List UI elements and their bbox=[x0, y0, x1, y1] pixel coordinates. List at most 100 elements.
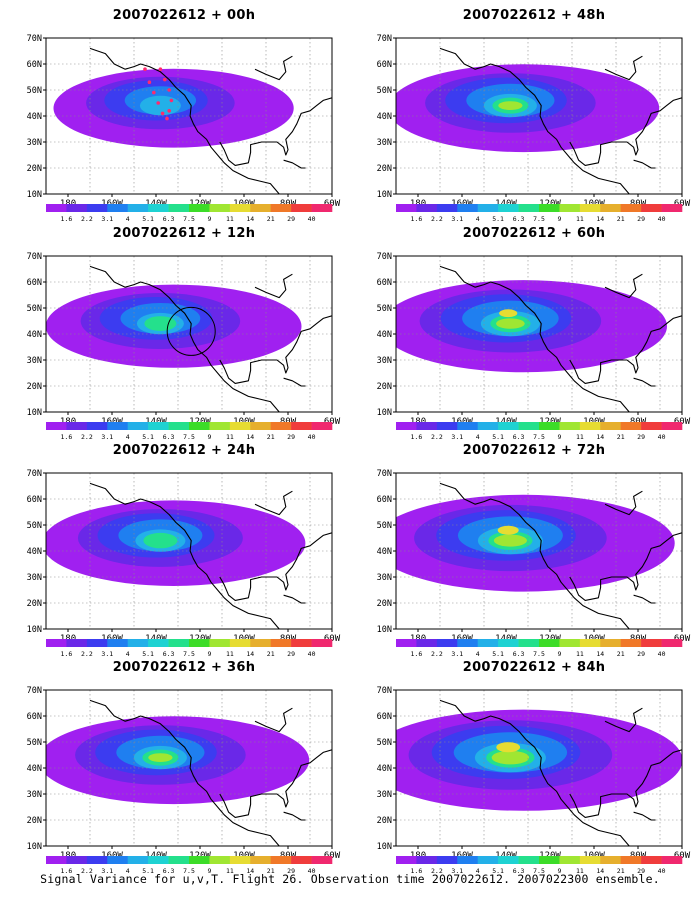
colorbar-swatch bbox=[436, 856, 458, 864]
latitude-label: 70N bbox=[377, 686, 392, 696]
colorbar-swatch bbox=[291, 856, 312, 864]
coastline bbox=[439, 265, 630, 412]
colorbar-label: 2.2 bbox=[431, 215, 443, 223]
colorbar-swatch bbox=[107, 204, 129, 212]
map-panel: 2007022612 + 72h10N20N30N40N50N60N70N180… bbox=[364, 443, 700, 658]
colorbar-swatch bbox=[46, 422, 67, 430]
colorbar-label: 5.1 bbox=[492, 650, 504, 658]
coastline bbox=[219, 97, 332, 166]
colorbar-swatch bbox=[457, 856, 479, 864]
colorbar-label: 1.6 bbox=[61, 650, 73, 658]
colorbar-swatch bbox=[229, 856, 251, 864]
colorbar-label: 2.2 bbox=[81, 215, 93, 223]
latitude-label: 70N bbox=[27, 686, 42, 696]
colorbar-swatch bbox=[66, 422, 88, 430]
colorbar-swatch bbox=[600, 204, 622, 212]
colorbar-label: 21 bbox=[617, 650, 625, 658]
panel-title: 2007022612 + 60h bbox=[462, 226, 606, 241]
colorbar-swatch bbox=[436, 639, 458, 647]
colorbar-label: 6.3 bbox=[163, 650, 175, 658]
colorbar-swatch bbox=[498, 422, 519, 430]
latitude-label: 40N bbox=[377, 764, 392, 774]
latitude-label: 10N bbox=[377, 842, 392, 852]
colorbar-swatch bbox=[168, 856, 190, 864]
colorbar-label: 2.2 bbox=[81, 650, 93, 658]
variance-map: 10N20N30N40N50N60N70N180160W140W120W100W… bbox=[377, 686, 691, 861]
colorbar-swatch bbox=[600, 639, 622, 647]
colorbar-label: 21 bbox=[267, 867, 275, 875]
colorbar-label: 4 bbox=[126, 433, 130, 441]
colorbar-swatch bbox=[579, 422, 601, 430]
colorbar-label: 7.5 bbox=[533, 215, 545, 223]
colorbar-label: 1.6 bbox=[61, 215, 73, 223]
colorbar-label: 1.6 bbox=[61, 433, 73, 441]
colorbar-swatch bbox=[270, 639, 292, 647]
colorbar: 1.6 2.2 3.1 4 5.1 6.3 7.5 9 11 14 21 29 40 bbox=[396, 422, 683, 441]
colorbar-label: 14 bbox=[246, 215, 254, 223]
coastline bbox=[219, 532, 332, 601]
coastline bbox=[254, 707, 293, 733]
variance-contour bbox=[148, 753, 173, 762]
colorbar-swatch bbox=[396, 856, 417, 864]
colorbar-label: 3.1 bbox=[101, 433, 113, 441]
colorbar-swatch bbox=[270, 856, 292, 864]
latitude-label: 20N bbox=[27, 599, 42, 609]
colorbar: 1.6 2.2 3.1 4 5.1 6.3 7.5 9 11 14 21 29 40 bbox=[46, 204, 333, 223]
colorbar-label: 7.5 bbox=[533, 867, 545, 875]
colorbar-label: 3.1 bbox=[101, 215, 113, 223]
colorbar-label: 14 bbox=[596, 215, 604, 223]
variance-map: 10N20N30N40N50N60N70N180160W140W120W100W… bbox=[27, 252, 341, 427]
colorbar-swatch bbox=[620, 422, 642, 430]
colorbar-label: 11 bbox=[576, 433, 584, 441]
panel-title: 2007022612 + 24h bbox=[112, 443, 256, 458]
latitude-label: 60N bbox=[27, 712, 42, 722]
colorbar-swatch bbox=[291, 639, 312, 647]
colorbar-label: 7.5 bbox=[183, 215, 195, 223]
variance-contour bbox=[499, 309, 518, 318]
colorbar-swatch bbox=[189, 639, 210, 647]
colorbar-label: 3.1 bbox=[451, 650, 463, 658]
latitude-label: 50N bbox=[27, 521, 42, 531]
latitude-label: 20N bbox=[377, 164, 392, 174]
map-panel: 2007022612 + 00h10N20N30N40N50N60N70N180… bbox=[14, 8, 354, 223]
colorbar-label: 6.3 bbox=[513, 867, 525, 875]
colorbar-swatch bbox=[148, 204, 169, 212]
colorbar-swatch bbox=[539, 422, 560, 430]
coastline bbox=[604, 707, 643, 733]
latitude-label: 10N bbox=[27, 625, 42, 635]
variance-contour bbox=[496, 742, 521, 753]
colorbar-label: 4 bbox=[126, 215, 130, 223]
coastline bbox=[283, 811, 306, 821]
colorbar-label: 2.2 bbox=[431, 650, 443, 658]
colorbar-label: 11 bbox=[226, 650, 234, 658]
colorbar: 1.6 2.2 3.1 4 5.1 6.3 7.5 9 11 14 21 29 40 bbox=[396, 856, 683, 875]
coastline bbox=[439, 482, 630, 629]
colorbar-label: 9 bbox=[557, 433, 561, 441]
colorbar-swatch bbox=[457, 204, 479, 212]
colorbar-swatch bbox=[46, 639, 67, 647]
colorbar-label: 7.5 bbox=[533, 650, 545, 658]
colorbar-label: 29 bbox=[637, 433, 645, 441]
coastline bbox=[633, 594, 656, 604]
latitude-label: 50N bbox=[377, 521, 392, 531]
panel-title: 2007022612 + 12h bbox=[112, 226, 256, 241]
colorbar: 1.6 2.2 3.1 4 5.1 6.3 7.5 9 11 14 21 29 40 bbox=[396, 204, 683, 223]
variance-map: 10N20N30N40N50N60N70N180160W140W120W100W… bbox=[27, 469, 341, 644]
latitude-label: 10N bbox=[377, 408, 392, 418]
colorbar-swatch bbox=[250, 639, 272, 647]
colorbar-swatch bbox=[436, 204, 458, 212]
latitude-label: 50N bbox=[27, 86, 42, 96]
latitude-label: 20N bbox=[27, 816, 42, 826]
colorbar-swatch bbox=[416, 204, 438, 212]
colorbar-label: 6.3 bbox=[513, 215, 525, 223]
colorbar-swatch bbox=[127, 204, 149, 212]
target-circle bbox=[166, 306, 216, 356]
colorbar-label: 5.1 bbox=[142, 433, 154, 441]
panel-title: 2007022612 + 72h bbox=[462, 443, 606, 458]
colorbar-label: 9 bbox=[207, 650, 211, 658]
colorbar-label: 40 bbox=[308, 433, 316, 441]
flight-track-dot bbox=[163, 77, 167, 82]
flight-track-dot bbox=[167, 88, 171, 92]
latitude-label: 70N bbox=[27, 34, 42, 44]
colorbar-swatch bbox=[518, 204, 540, 212]
